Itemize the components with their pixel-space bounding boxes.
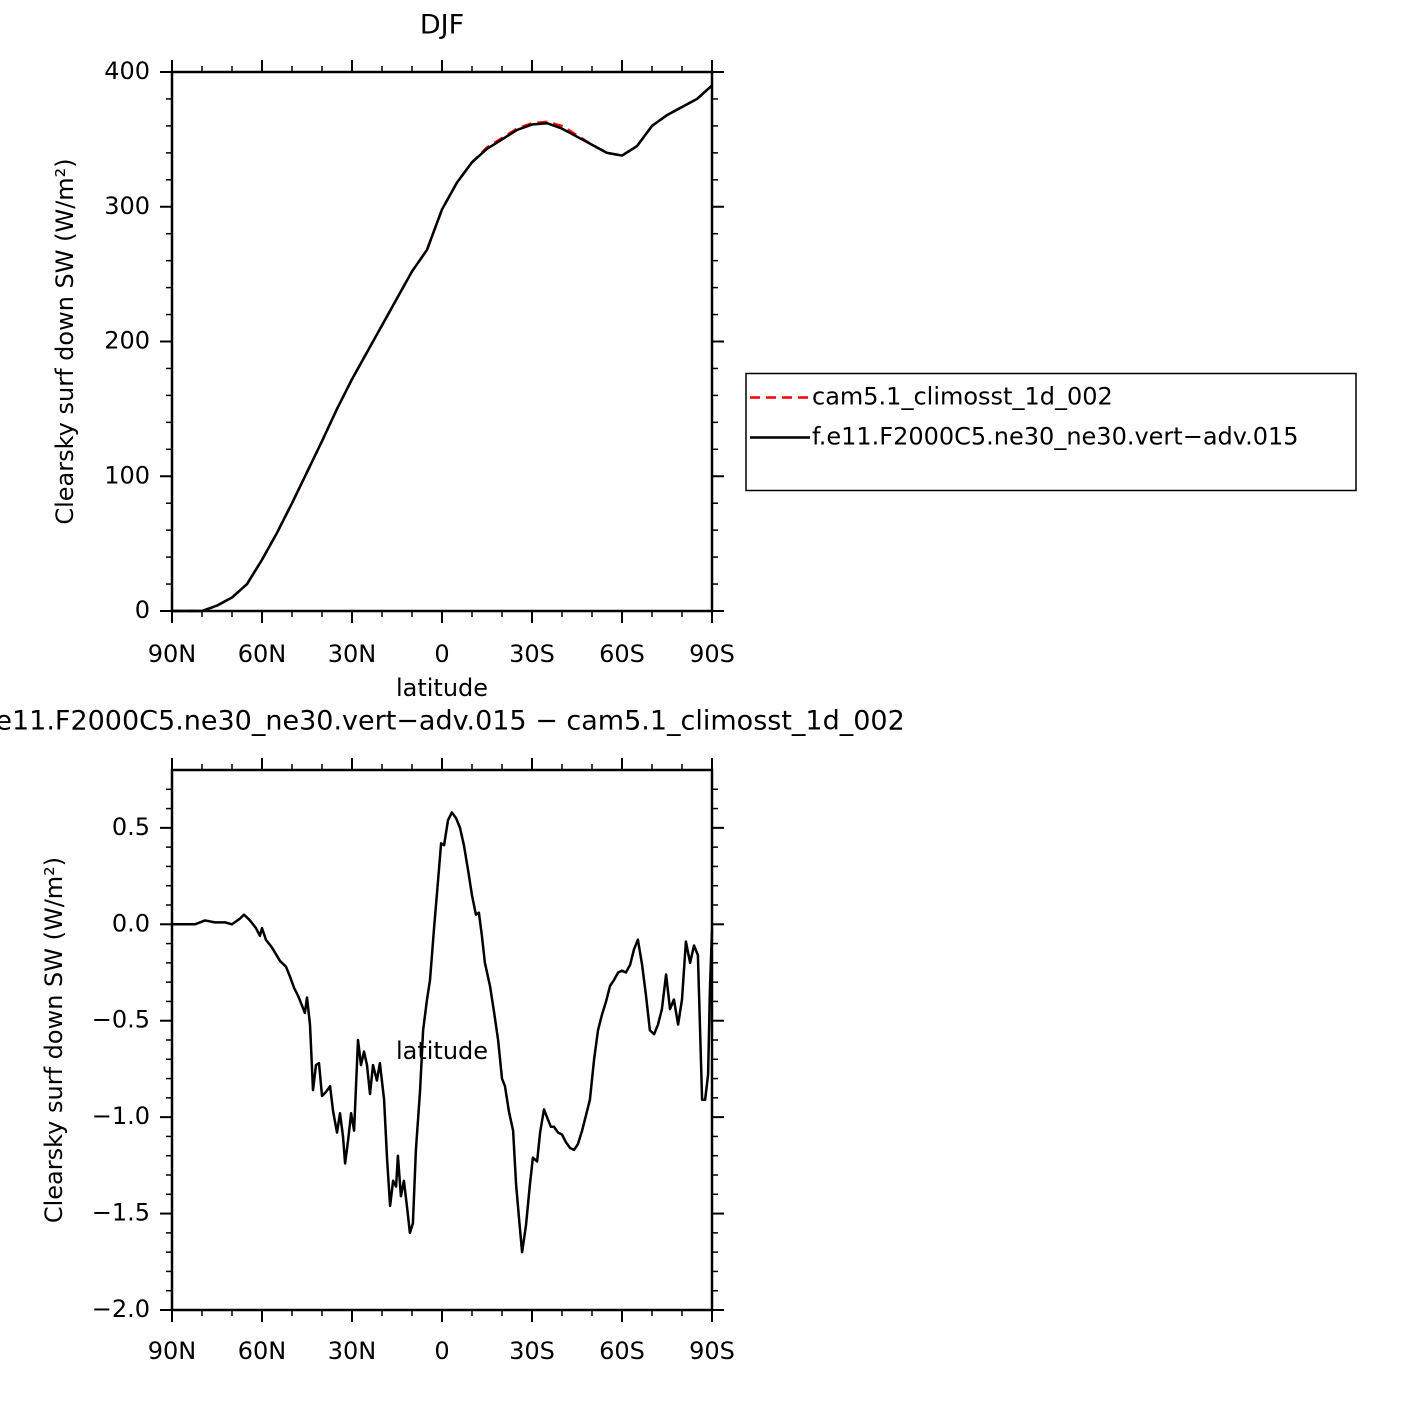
y-tick-label: −0.5 [92, 1006, 150, 1034]
x-tick-label: 60S [599, 1337, 645, 1365]
y-tick-label: −1.5 [92, 1199, 150, 1227]
x-tick-label: 30N [328, 640, 377, 668]
x-tick-label: 0 [434, 640, 449, 668]
legend-box [745, 372, 1357, 492]
y-tick-label: 0.5 [112, 813, 150, 841]
y-tick-label: 300 [104, 192, 150, 220]
chart-title: f.e11.F2000C5.ne30_ne30.vert−adv.015 − c… [0, 706, 905, 737]
y-tick-label: 0 [135, 596, 150, 624]
x-tick-label: 60N [238, 640, 287, 668]
y-axis-label: Clearsky surf down SW (W/m²) [40, 857, 68, 1223]
y-tick-label: 400 [104, 57, 150, 85]
x-tick-label: 90S [689, 640, 735, 668]
y-tick-label: −2.0 [92, 1295, 150, 1323]
x-tick-label: 60S [599, 640, 645, 668]
x-tick-label: 90S [689, 1337, 735, 1365]
y-axis-label: Clearsky surf down SW (W/m²) [51, 158, 79, 524]
chart-title: DJF [420, 10, 464, 41]
x-tick-label: 60N [238, 1337, 287, 1365]
data-line [172, 84, 713, 613]
data-line [172, 84, 713, 613]
y-tick-label: −1.0 [92, 1102, 150, 1130]
x-tick-label: 90N [148, 640, 197, 668]
legend-label: cam5.1_climosst_1d_002 [812, 383, 1113, 411]
x-tick-label: 30N [328, 1337, 377, 1365]
x-tick-label: 0 [434, 1337, 449, 1365]
data-line [172, 811, 714, 1254]
x-axis-label: latitude [396, 674, 488, 702]
plot-frame [170, 768, 714, 1312]
legend-label: f.e11.F2000C5.ne30_ne30.vert−adv.015 [812, 423, 1299, 451]
x-tick-label: 30S [509, 640, 555, 668]
x-tick-label: 90N [148, 1337, 197, 1365]
y-tick-label: 100 [104, 461, 150, 489]
y-tick-label: 0.0 [112, 909, 150, 937]
plot-frame [170, 70, 714, 613]
x-axis-label: latitude [396, 1037, 488, 1065]
x-tick-label: 30S [509, 1337, 555, 1365]
y-tick-label: 200 [104, 327, 150, 355]
